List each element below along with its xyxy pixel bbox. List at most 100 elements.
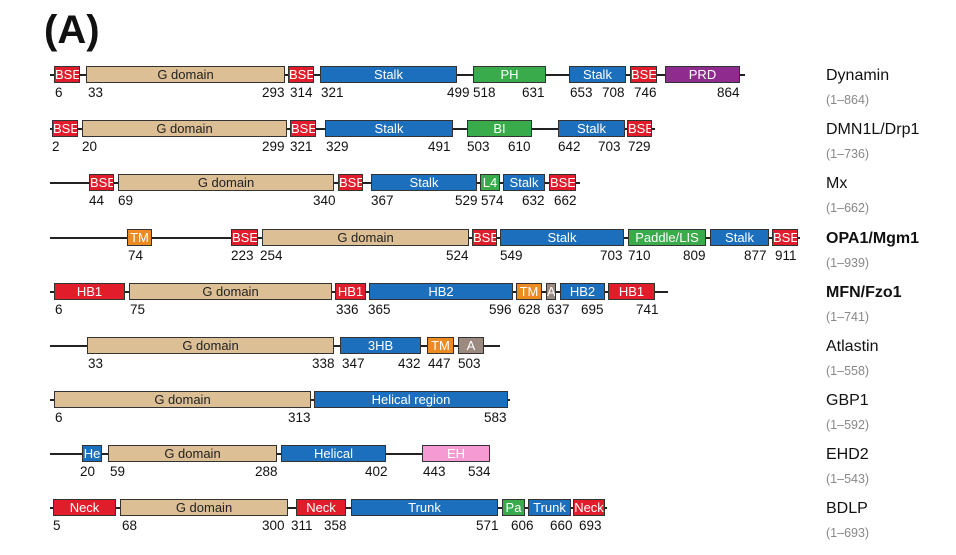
protein-range: (1–864) bbox=[826, 93, 870, 107]
domain-stalk: Stalk bbox=[558, 120, 625, 137]
domain-bse: BSE bbox=[290, 120, 316, 137]
residue-number: 68 bbox=[122, 518, 138, 533]
residue-number: 6 bbox=[55, 85, 63, 100]
residue-number: 911 bbox=[775, 248, 797, 263]
domain-g-domain: G domain bbox=[262, 229, 469, 246]
residue-number: 503 bbox=[458, 356, 481, 371]
domain-tm: TM bbox=[427, 337, 454, 354]
residue-number: 338 bbox=[312, 356, 335, 371]
residue-number: 503 bbox=[467, 139, 490, 154]
protein-name: Mx bbox=[826, 175, 848, 192]
domain-prd: PRD bbox=[665, 66, 740, 83]
residue-number: 367 bbox=[371, 193, 394, 208]
protein-range: (1–693) bbox=[826, 526, 870, 540]
domain-g-domain: G domain bbox=[108, 445, 277, 462]
domain-stalk: Stalk bbox=[320, 66, 457, 83]
residue-number: 571 bbox=[476, 518, 499, 533]
residue-number: 606 bbox=[511, 518, 534, 533]
residue-number: 524 bbox=[446, 248, 469, 263]
domain-paddle-lis: Paddle/LIS bbox=[628, 229, 706, 246]
residue-number: 311 bbox=[291, 518, 313, 533]
domain-neck: Neck bbox=[573, 499, 605, 516]
domain-l4: L4 bbox=[480, 174, 500, 191]
domain-g-domain: G domain bbox=[129, 283, 332, 300]
residue-number: 6 bbox=[55, 302, 63, 317]
residue-number: 358 bbox=[324, 518, 347, 533]
protein-range: (1–939) bbox=[826, 256, 870, 270]
residue-number: 660 bbox=[550, 518, 573, 533]
residue-number: 695 bbox=[581, 302, 604, 317]
protein-name: BDLP bbox=[826, 500, 868, 517]
domain-helical-region: Helical region bbox=[314, 391, 508, 408]
residue-number: 708 bbox=[602, 85, 625, 100]
residue-number: 549 bbox=[500, 248, 523, 263]
residue-number: 610 bbox=[508, 139, 531, 154]
residue-number: 288 bbox=[255, 464, 278, 479]
residue-number: 499 bbox=[447, 85, 470, 100]
residue-number: 6 bbox=[55, 410, 63, 425]
residue-number: 293 bbox=[262, 85, 285, 100]
domain-bse: BSE bbox=[630, 66, 657, 83]
domain-hb2: HB2 bbox=[369, 283, 513, 300]
protein-range: (1–662) bbox=[826, 201, 870, 215]
protein-range: (1–736) bbox=[826, 147, 870, 161]
protein-name: EHD2 bbox=[826, 446, 869, 463]
domain-hb2: HB2 bbox=[560, 283, 605, 300]
residue-number: 59 bbox=[110, 464, 126, 479]
residue-number: 583 bbox=[484, 410, 507, 425]
residue-number: 20 bbox=[80, 464, 96, 479]
protein-name: GBP1 bbox=[826, 392, 869, 409]
residue-number: 729 bbox=[628, 139, 651, 154]
protein-range: (1–741) bbox=[826, 310, 870, 324]
domain-bse: BSE bbox=[627, 120, 652, 137]
protein-name: DMN1L/Drp1 bbox=[826, 121, 920, 138]
domain-bse: BSE bbox=[472, 229, 497, 246]
domain-stalk: Stalk bbox=[503, 174, 545, 191]
residue-number: 864 bbox=[717, 85, 740, 100]
residue-number: 329 bbox=[326, 139, 349, 154]
residue-number: 710 bbox=[628, 248, 651, 263]
residue-number: 314 bbox=[290, 85, 313, 100]
residue-number: 69 bbox=[118, 193, 134, 208]
protein-name: Dynamin bbox=[826, 67, 890, 84]
residue-number: 254 bbox=[260, 248, 283, 263]
residue-number: 637 bbox=[547, 302, 570, 317]
residue-number: 518 bbox=[473, 85, 496, 100]
domain-bi: BI bbox=[467, 120, 532, 137]
domain-trunk: Trunk bbox=[528, 499, 571, 516]
domain-tm: TM bbox=[127, 229, 152, 246]
residue-number: 432 bbox=[398, 356, 421, 371]
protein-range: (1–543) bbox=[826, 472, 870, 486]
residue-number: 741 bbox=[636, 302, 659, 317]
domain-neck: Neck bbox=[53, 499, 116, 516]
residue-number: 642 bbox=[558, 139, 581, 154]
domain-hb1: HB1 bbox=[335, 283, 366, 300]
residue-number: 693 bbox=[579, 518, 602, 533]
domain-bse: BSE bbox=[89, 174, 114, 191]
domain-3hb: 3HB bbox=[340, 337, 421, 354]
residue-number: 662 bbox=[554, 193, 577, 208]
residue-number: 703 bbox=[598, 139, 621, 154]
protein-range: (1–558) bbox=[826, 364, 870, 378]
residue-number: 75 bbox=[130, 302, 146, 317]
domain-a: A bbox=[546, 283, 556, 300]
residue-number: 809 bbox=[683, 248, 706, 263]
protein-name: OPA1/Mgm1 bbox=[826, 230, 920, 247]
domain-a: A bbox=[458, 337, 484, 354]
residue-number: 5 bbox=[53, 518, 61, 533]
domain-stalk: Stalk bbox=[569, 66, 626, 83]
domain-eh: EH bbox=[422, 445, 490, 462]
residue-number: 74 bbox=[128, 248, 144, 263]
domain-pa: Pa bbox=[502, 499, 525, 516]
domain-bse: BSE bbox=[231, 229, 258, 246]
residue-number: 574 bbox=[481, 193, 504, 208]
residue-number: 631 bbox=[522, 85, 545, 100]
domain-ph: PH bbox=[473, 66, 546, 83]
residue-number: 534 bbox=[468, 464, 491, 479]
residue-number: 321 bbox=[321, 85, 344, 100]
residue-number: 20 bbox=[82, 139, 98, 154]
domain-hb1: HB1 bbox=[608, 283, 655, 300]
domain-neck: Neck bbox=[296, 499, 346, 516]
protein-name: MFN/Fzo1 bbox=[826, 284, 902, 301]
